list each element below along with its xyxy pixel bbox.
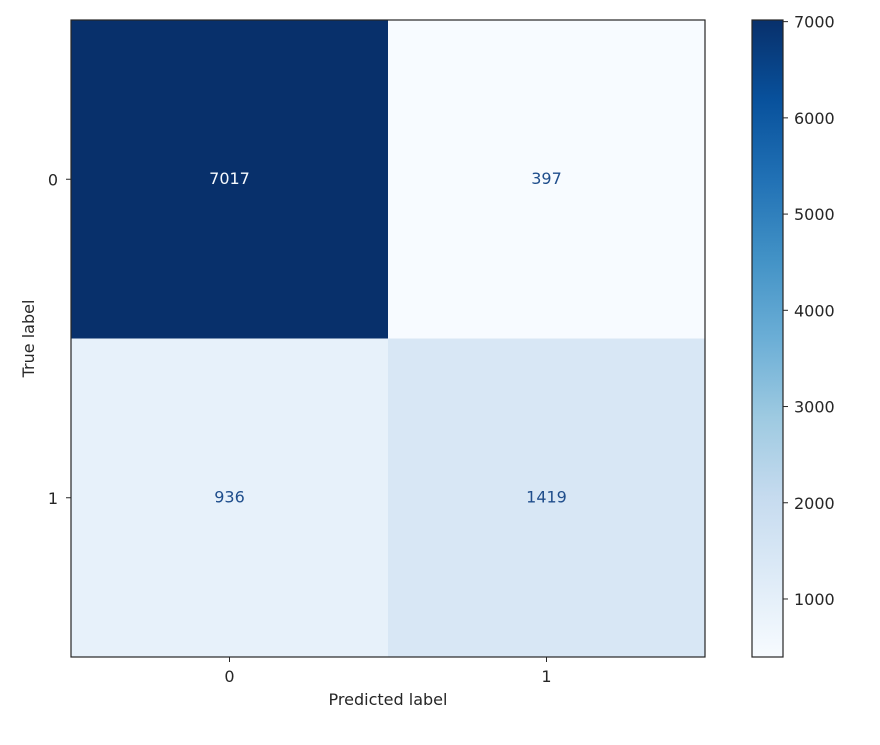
colorbar-frame	[751, 19, 784, 658]
cell-0-0	[71, 20, 388, 339]
y-tick-label-0: 0	[48, 170, 58, 189]
colorbar-tick-label-1: 2000	[794, 494, 835, 513]
cell-value-1-1: 1419	[526, 487, 567, 506]
y-axis-ticks: 01	[48, 170, 71, 508]
y-tick-label-1: 1	[48, 489, 58, 508]
colorbar-tick-label-2: 3000	[794, 398, 835, 417]
colorbar-ticks: 1000 2000 3000 4000 5000 6000 7000	[783, 13, 835, 609]
colorbar-tick-label-6: 7000	[794, 13, 835, 32]
x-tick-label-1: 1	[541, 667, 551, 686]
cell-value-1-0: 936	[214, 487, 245, 506]
colorbar-tick-label-0: 1000	[794, 590, 835, 609]
y-axis-label: True label	[19, 300, 38, 379]
cell-1-0	[71, 338, 388, 657]
cell-0-1	[388, 20, 705, 339]
x-tick-label-0: 0	[224, 667, 234, 686]
colorbar-tick-label-3: 4000	[794, 301, 835, 320]
colorbar	[752, 20, 783, 657]
colorbar-tick-label-4: 5000	[794, 205, 835, 224]
colorbar-tick-label-5: 6000	[794, 109, 835, 128]
cell-value-labels: 7017 397 936 1419	[209, 169, 567, 507]
x-axis-label: Predicted label	[329, 690, 448, 709]
cell-value-0-1: 397	[531, 169, 562, 188]
cell-1-1	[388, 338, 705, 657]
heatmap-cells	[71, 20, 705, 657]
plot-frame	[70, 19, 706, 658]
cell-value-0-0: 7017	[209, 169, 250, 188]
